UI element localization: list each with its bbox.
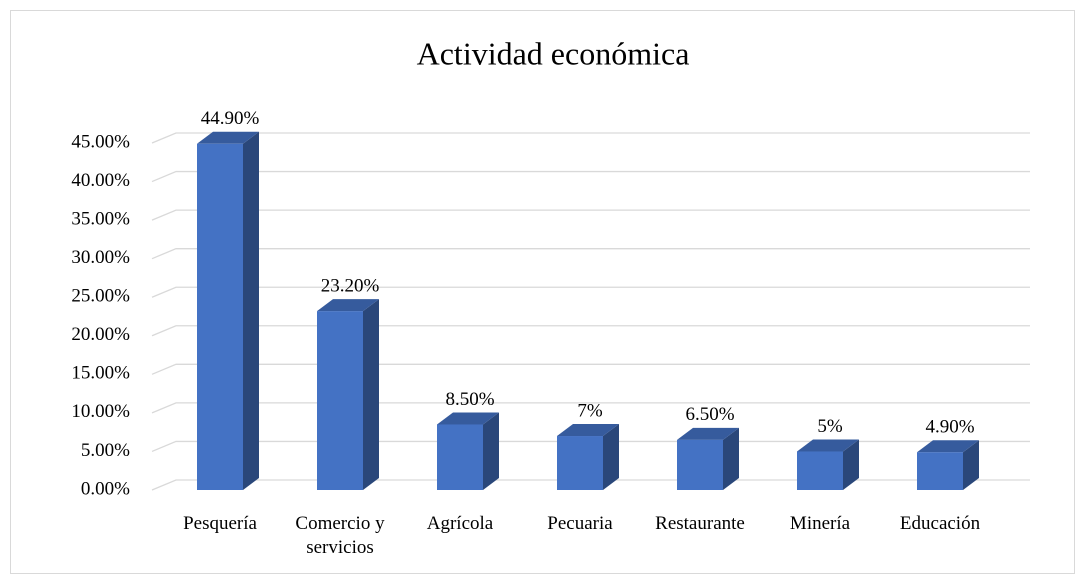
chart-frame	[10, 10, 1075, 574]
y-tick-label: 10.00%	[71, 401, 130, 422]
grid-line	[151, 170, 1030, 183]
chart-title: Actividad económica	[417, 35, 690, 71]
bar	[197, 143, 243, 490]
data-label: 4.90%	[925, 417, 974, 438]
y-tick-label: 15.00%	[71, 363, 130, 384]
grid-line	[151, 479, 1030, 491]
bar-top	[197, 131, 259, 144]
grid-line	[151, 440, 1030, 453]
grid-line	[151, 209, 1030, 221]
y-tick-label: 35.00%	[71, 208, 130, 229]
bar	[317, 311, 363, 490]
data-label: 7%	[577, 400, 603, 421]
y-tick-label: 0.00%	[81, 478, 130, 499]
bar-side	[963, 440, 979, 490]
bar-top	[557, 424, 619, 437]
bar-top	[677, 427, 739, 440]
x-tick-label: Pecuaria	[547, 513, 613, 534]
bar-top	[917, 440, 979, 453]
bar-side	[723, 427, 739, 490]
x-tick-label: Comercio y servicios	[295, 513, 385, 558]
bar-side	[483, 412, 499, 490]
grid-line	[151, 402, 1030, 414]
bar	[557, 436, 603, 490]
y-tick-label: 30.00%	[71, 247, 130, 268]
bar	[677, 439, 723, 490]
bar-side	[843, 439, 859, 490]
x-tick-label: Restaurante	[655, 513, 745, 534]
grid-line	[151, 286, 1030, 298]
bar-side	[363, 299, 379, 490]
y-tick-label: 45.00%	[71, 131, 130, 152]
y-tick-label: 25.00%	[71, 286, 130, 307]
data-label: 44.90%	[201, 108, 260, 129]
data-label: 6.50%	[685, 404, 734, 425]
grid-line	[151, 325, 1030, 337]
x-tick-label: Agrícola	[426, 513, 494, 534]
bar	[437, 424, 483, 490]
bar-top	[797, 439, 859, 452]
bar-top	[437, 412, 499, 425]
y-tick-label: 5.00%	[81, 440, 130, 461]
bar	[797, 451, 843, 490]
grid-line	[151, 248, 1030, 260]
bar-top	[317, 299, 379, 312]
bar-side	[603, 424, 619, 490]
bar	[917, 452, 963, 490]
grid-line	[151, 363, 1030, 375]
x-tick-label: Educación	[899, 513, 981, 534]
y-tick-label: 40.00%	[71, 170, 130, 191]
x-tick-label: Minería	[789, 513, 851, 534]
x-tick-label: Pesquería	[183, 513, 257, 534]
data-label: 23.20%	[321, 275, 380, 296]
grid-line	[151, 132, 1030, 144]
data-label: 5%	[817, 416, 843, 437]
y-tick-label: 20.00%	[71, 324, 130, 345]
bar-side	[243, 131, 259, 490]
data-label: 8.50%	[445, 389, 494, 410]
